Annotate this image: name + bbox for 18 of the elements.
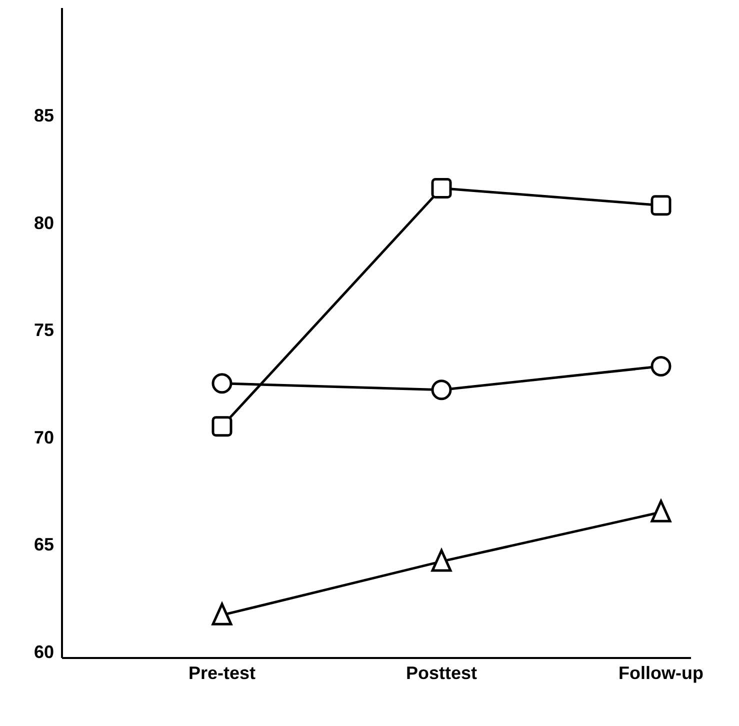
y-tick-label: 70	[34, 427, 54, 448]
point	[212, 602, 232, 626]
x-tick-label: Posttest	[406, 662, 478, 683]
y-tick-label: 75	[34, 320, 54, 340]
x-tick-label: Follow-up	[618, 662, 704, 683]
point	[650, 195, 672, 216]
y-tick-label: 85	[34, 106, 54, 126]
y-tick-label: 65	[34, 534, 54, 555]
y-tick-label: 60	[34, 642, 54, 662]
point	[212, 373, 232, 394]
point	[431, 178, 452, 198]
point	[431, 380, 452, 400]
point	[431, 549, 452, 572]
point	[650, 500, 672, 522]
point	[650, 356, 672, 376]
point	[212, 416, 232, 437]
x-tick-label: Pre-test	[188, 662, 256, 683]
y-tick-label: 80	[34, 212, 54, 233]
